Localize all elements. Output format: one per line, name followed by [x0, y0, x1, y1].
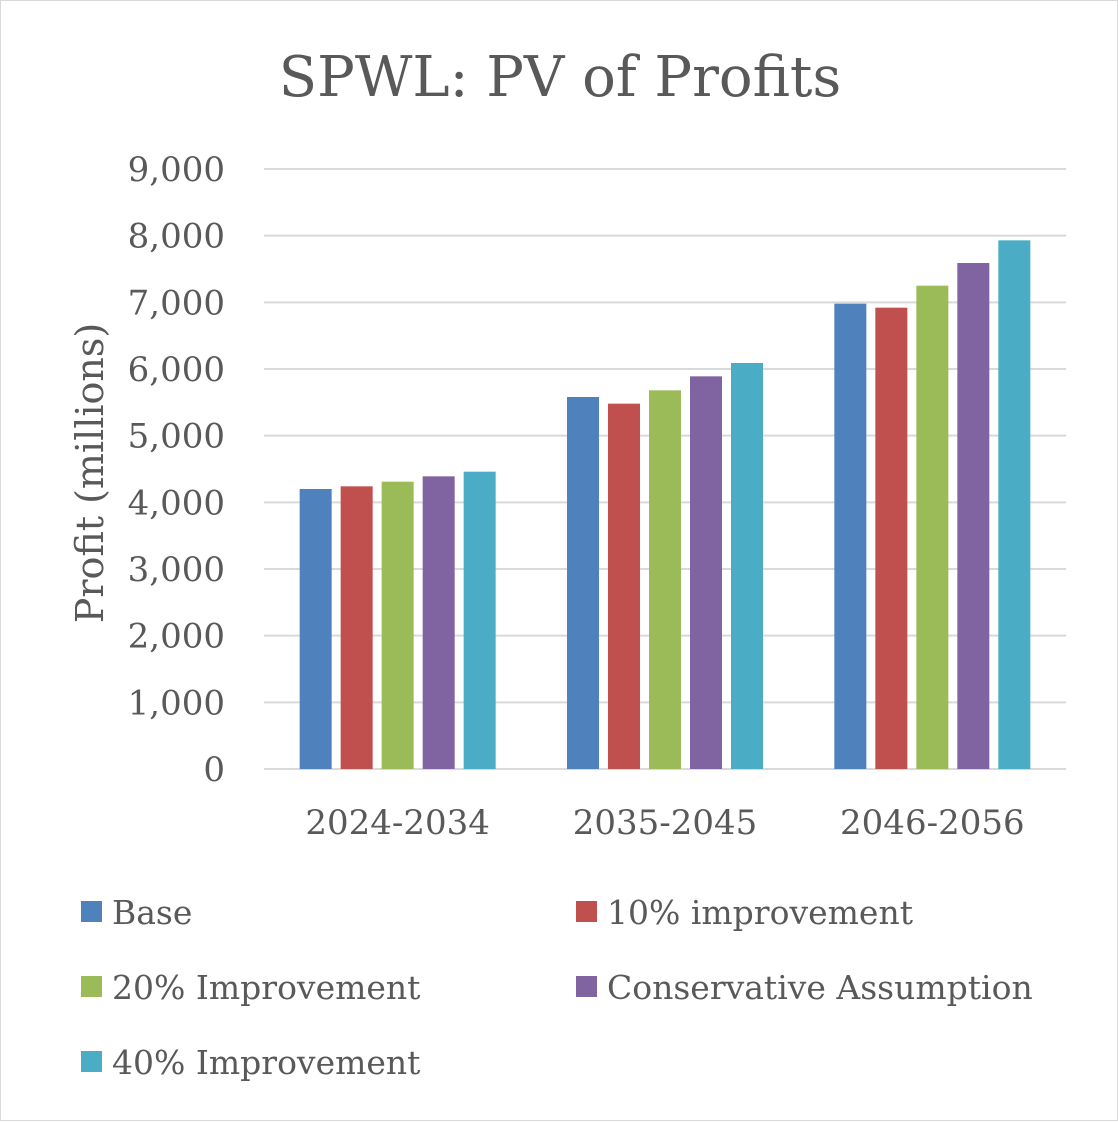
legend-label: 40% Improvement	[112, 1043, 420, 1082]
bar	[608, 403, 640, 769]
bar	[998, 240, 1031, 770]
y-tick-labels: 0 1,000 2,000 3,000 4,000 5,000 6,000 7,000 8,00…	[128, 150, 225, 790]
legend-label: 10% improvement	[607, 893, 913, 932]
bar	[649, 390, 681, 769]
x-tick-labels: 2024-2034 2035-2045 2046-2056	[305, 803, 1024, 843]
x-tick-label: 2046-2056	[840, 803, 1025, 843]
y-tick-label: 1,000	[128, 683, 225, 723]
y-axis-label: Profit (millions)	[68, 323, 112, 623]
chart-title: SPWL: PV of Profits	[279, 45, 841, 110]
y-tick-label: 4,000	[128, 483, 225, 523]
legend-label: 20% Improvement	[112, 968, 420, 1007]
legend-swatch	[81, 901, 102, 922]
legend-swatch	[81, 1051, 102, 1072]
x-tick-label: 2035-2045	[573, 803, 758, 843]
legend-swatch	[576, 976, 597, 997]
y-tick-label: 7,000	[128, 283, 225, 323]
bars	[299, 240, 1031, 770]
y-tick-label: 6,000	[128, 350, 225, 390]
legend-swatch	[576, 901, 597, 922]
bar	[690, 376, 722, 769]
bar	[834, 303, 867, 769]
y-tick-label: 3,000	[128, 550, 225, 590]
bar	[957, 263, 990, 769]
x-tick-label: 2024-2034	[305, 803, 490, 843]
y-tick-label: 2,000	[128, 617, 225, 657]
bar	[875, 307, 908, 769]
y-tick-label: 9,000	[128, 150, 225, 190]
bar	[731, 363, 763, 769]
legend-label: Base	[112, 893, 192, 932]
legend-label: Conservative Assumption	[607, 968, 1033, 1007]
bar	[916, 285, 949, 769]
legend-swatch	[81, 976, 102, 997]
bar	[463, 471, 496, 769]
y-tick-label: 5,000	[128, 417, 225, 457]
bar	[299, 489, 332, 769]
bar	[422, 476, 455, 769]
bar	[381, 481, 414, 769]
bar	[567, 397, 599, 769]
y-tick-label: 8,000	[128, 217, 225, 257]
bar	[340, 486, 373, 769]
y-tick-label: 0	[203, 750, 225, 790]
legend: Base 10% improvement 20% Improvement Conser…	[81, 893, 1033, 1082]
